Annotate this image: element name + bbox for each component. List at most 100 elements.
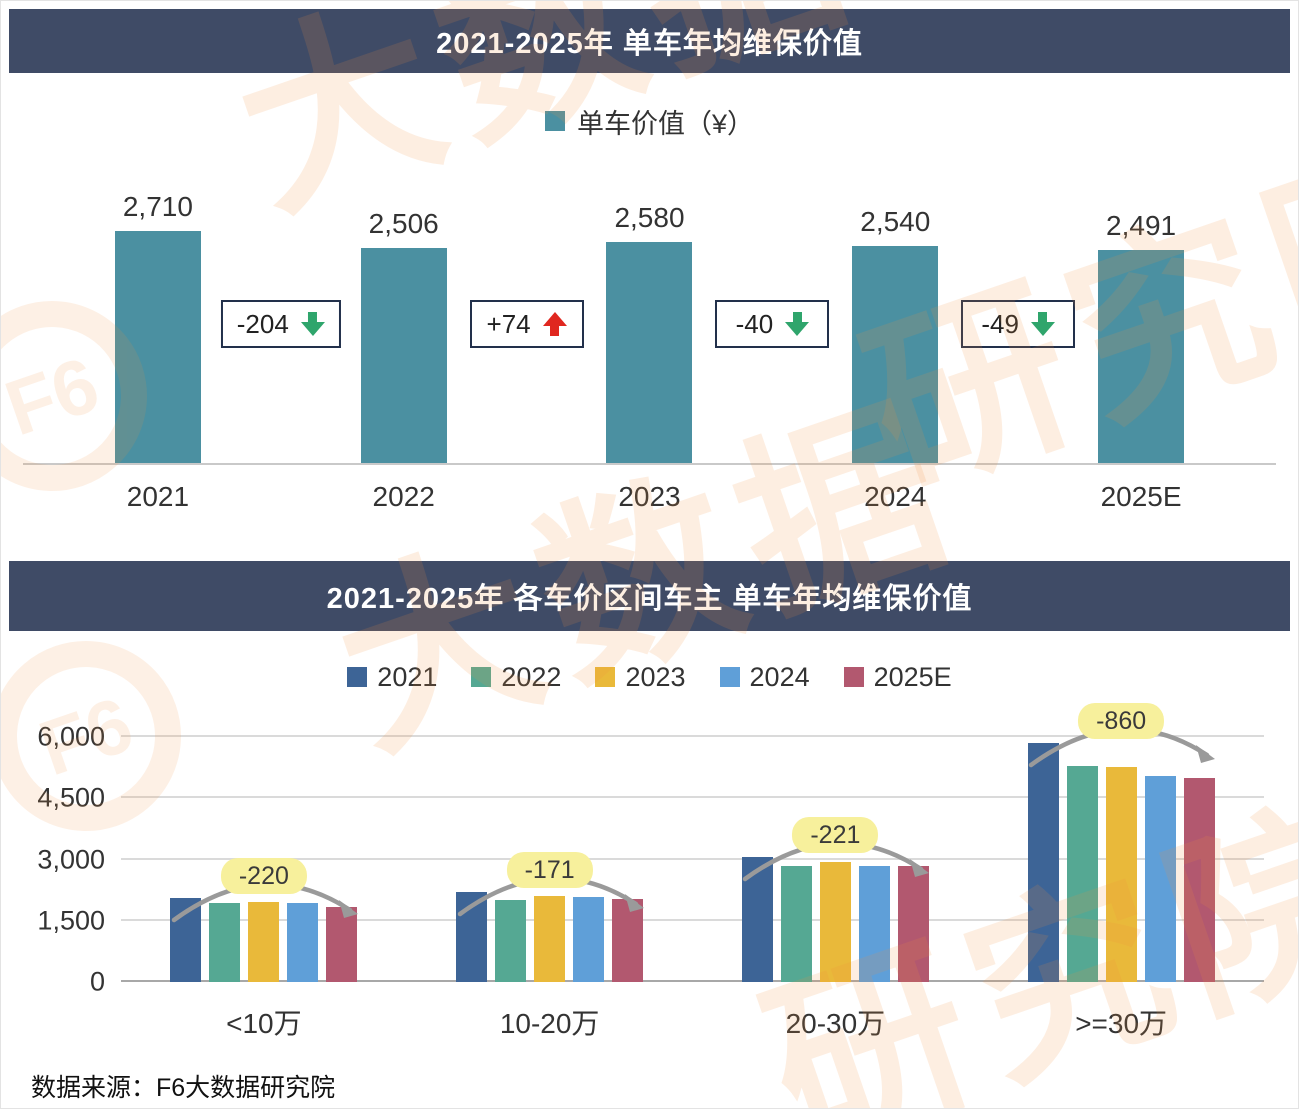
legend-label: 2023 [625, 661, 686, 692]
bar-2022 [1066, 766, 1098, 982]
delta-box: -40 [715, 300, 830, 348]
legend-label: 单车价值（¥） [576, 108, 755, 139]
bar-2024 [858, 866, 890, 982]
legend-label: 2025E [873, 661, 952, 692]
x-axis-label: 2022 [372, 481, 435, 512]
legend-label: 2024 [749, 661, 810, 692]
bar-value-label: 2,540 [860, 206, 931, 237]
bar-2023 [1105, 767, 1137, 982]
legend-label: 2022 [501, 661, 562, 692]
bar-2023 [248, 902, 280, 982]
legend-swatch [595, 667, 616, 687]
y-tick-label: 3,000 [37, 844, 105, 874]
legend-item: 2025E [843, 661, 952, 693]
chart1-xlabels: 2021 2022 2023 2024 2025E [35, 481, 1264, 513]
bar-group: -220 [121, 737, 407, 982]
chart1-column: 2,491 [1018, 143, 1264, 463]
bar-2025E [326, 907, 358, 982]
legend-swatch [843, 667, 864, 687]
y-tick-label: 4,500 [37, 782, 105, 813]
bar-2024 [1144, 776, 1176, 982]
bar-2025E [1098, 250, 1185, 463]
bar-2024 [573, 897, 605, 982]
bar-2025E [1183, 778, 1215, 982]
chart2-legend: 2021 2022 2023 2024 2025E [1, 631, 1298, 697]
delta-box: -49 [961, 300, 1076, 348]
bar-2022 [495, 900, 527, 982]
chart2-y-axis: 0 1,500 3,000 4,500 6,000 [1, 723, 121, 995]
gridline [121, 735, 1264, 737]
y-tick-label: 0 [89, 966, 105, 997]
annotation: -171 [448, 852, 652, 918]
up-arrow-icon [542, 312, 567, 336]
legend-item: 2024 [719, 661, 810, 693]
annotation-pill: -171 [506, 852, 593, 888]
legend-item: 2022 [471, 662, 561, 693]
down-arrow-icon [1030, 312, 1055, 336]
bar-2023 [819, 862, 851, 982]
chart1-header: 2021-2025年 单车年均维保价值 [9, 9, 1290, 73]
legend-swatch [347, 667, 368, 687]
bar-2025E [897, 866, 929, 982]
chart2-category-labels: <10万 10-20万 20-30万 >=30万 [121, 1002, 1264, 1042]
annotation-pill: -860 [1078, 703, 1165, 739]
bar-value-label: 2,710 [122, 191, 193, 222]
category-label: 20-30万 [785, 1008, 886, 1039]
legend-label: 2021 [377, 661, 438, 692]
chart1-title: 2021-2025年 单车年均维保价值 [436, 28, 863, 60]
bar-2024 [852, 246, 939, 463]
legend-item: 2023 [595, 661, 686, 693]
chart1-axis-line [23, 463, 1276, 465]
bar-2025E [612, 899, 644, 982]
legend-swatch [544, 111, 565, 131]
bar-2021 [1027, 743, 1059, 982]
annotation: -220 [162, 858, 366, 924]
delta-label: +74 [486, 308, 531, 339]
bar-2022 [780, 866, 812, 982]
data-source: 数据来源：F6大数据研究院 [31, 1074, 336, 1102]
bar-group: -860 [978, 703, 1264, 982]
bar-2021 [114, 231, 201, 463]
chart2-plot: -220 -171 -221 -860 [121, 703, 1264, 982]
category-label: <10万 [226, 1008, 302, 1039]
category-label: >=30万 [1075, 1008, 1168, 1039]
legend-swatch [719, 667, 740, 687]
gridline [121, 857, 1264, 860]
chart1-column: 2,540 [772, 143, 1018, 463]
chart2-title: 2021-2025年 各车价区间车主 单车年均维保价值 [326, 583, 973, 615]
down-arrow-icon [300, 312, 325, 336]
x-axis-label: 2025E [1100, 481, 1182, 512]
bar-group: -221 [693, 737, 979, 982]
legend-swatch [471, 667, 492, 687]
chart1-plot: 2,710 2,506 2,580 2,540 2,491 -204 +74 -40 -49 [35, 143, 1264, 463]
bar-2023 [606, 242, 693, 463]
bar-value-label: 2,580 [614, 202, 685, 233]
bar-2024 [287, 903, 319, 982]
legend-item: 2021 [347, 662, 437, 693]
x-axis-label: 2023 [618, 481, 681, 512]
bar-2022 [209, 903, 241, 982]
bar-value-label: 2,491 [1106, 210, 1177, 241]
down-arrow-icon [785, 312, 810, 336]
chart1-column: 2,580 [527, 143, 773, 463]
chart1: 单车价值（¥） 2,710 2,506 2,580 2,540 2,491 -204 +74… [1, 73, 1298, 513]
chart2-body: 0 1,500 3,000 4,500 6,000 -220 -171 -221 -860 [1, 703, 1298, 995]
x-axis-label: 2021 [126, 481, 190, 512]
delta-label: -49 [981, 308, 1019, 339]
gridline [121, 918, 1264, 921]
chart1-column: 2,506 [281, 143, 527, 463]
gridline [121, 796, 1264, 799]
delta-box: -204 [220, 300, 341, 348]
x-axis-label: 2024 [864, 481, 927, 512]
annotation: -221 [733, 817, 937, 883]
chart2-header: 2021-2025年 各车价区间车主 单车年均维保价值 [9, 561, 1290, 631]
y-tick-label: 1,500 [37, 905, 105, 936]
chart1-legend: 单车价值（¥） [11, 73, 1288, 143]
y-tick-label: 6,000 [37, 721, 105, 752]
annotation: -860 [1019, 703, 1223, 769]
annotation-pill: -221 [792, 817, 879, 853]
bar-2023 [534, 896, 566, 982]
bar-value-label: 2,506 [368, 208, 439, 239]
delta-box: +74 [469, 300, 584, 348]
